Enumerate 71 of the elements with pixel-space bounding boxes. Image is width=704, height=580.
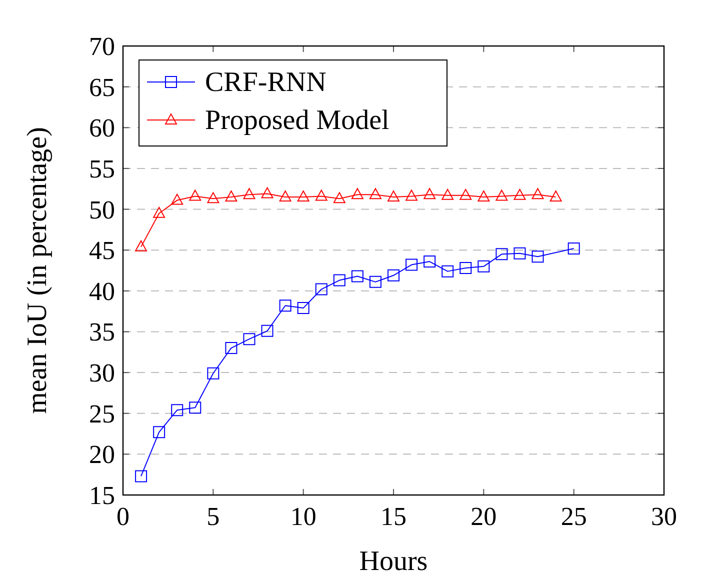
- point: [514, 188, 526, 200]
- point: [171, 194, 184, 205]
- point: [460, 262, 472, 274]
- point: [514, 247, 526, 260]
- point: [550, 190, 562, 202]
- point: [478, 190, 490, 202]
- point: [315, 190, 328, 201]
- point: [406, 258, 418, 271]
- point: [406, 190, 418, 201]
- point: [369, 188, 382, 200]
- x-tick-label: 10: [290, 502, 316, 531]
- point: [171, 404, 184, 416]
- point: [333, 192, 346, 204]
- y-tick-label: 50: [89, 195, 115, 224]
- y-tick-label: 70: [89, 32, 115, 61]
- point: [189, 190, 202, 201]
- x-tick-label: 5: [206, 502, 220, 531]
- point: [153, 426, 166, 438]
- y-tick-label: 40: [89, 276, 115, 306]
- y-axis-title: mean IoU (in percentage): [22, 127, 53, 414]
- point: [243, 333, 256, 346]
- point: [279, 190, 292, 202]
- x-tick-label: 30: [651, 502, 677, 531]
- point: [153, 206, 166, 218]
- point: [424, 256, 436, 268]
- point: [333, 274, 346, 286]
- point: [261, 187, 274, 198]
- legend-label: CRF-RNN: [205, 67, 326, 98]
- y-tick-label: 65: [89, 72, 115, 102]
- legend-label: Proposed Model: [205, 105, 390, 136]
- point: [225, 190, 238, 202]
- x-tick-label: 15: [380, 502, 406, 531]
- point: [261, 324, 274, 337]
- point: [207, 367, 220, 380]
- point: [189, 402, 202, 414]
- point: [315, 283, 328, 296]
- point: [225, 342, 238, 354]
- point: [496, 190, 508, 201]
- point: [297, 302, 310, 314]
- point: [496, 248, 508, 260]
- point: [532, 250, 544, 263]
- point: [297, 190, 310, 202]
- x-tick-label: 0: [116, 502, 130, 531]
- y-tick-label: 45: [89, 236, 115, 266]
- point: [351, 270, 364, 282]
- point: [279, 300, 292, 312]
- point: [369, 276, 382, 288]
- point: [442, 265, 454, 278]
- point: [460, 188, 472, 200]
- point: [207, 192, 220, 204]
- y-tick-label: 60: [89, 114, 115, 143]
- point: [351, 188, 364, 200]
- point: [532, 188, 544, 200]
- point: [424, 188, 436, 200]
- point: [135, 470, 148, 482]
- y-tick-label: 30: [89, 358, 115, 388]
- x-tick-label: 20: [470, 502, 497, 531]
- point: [243, 188, 256, 200]
- y-tick-label: 35: [89, 318, 115, 347]
- point: [388, 269, 400, 282]
- point: [478, 260, 490, 272]
- y-tick-label: 15: [89, 481, 115, 510]
- y-tick-label: 55: [89, 154, 115, 184]
- x-tick-label: 25: [560, 502, 587, 531]
- x-axis-title: Hours: [359, 546, 428, 577]
- point: [135, 240, 148, 252]
- y-tick-label: 20: [89, 440, 115, 470]
- point: [388, 190, 400, 202]
- point: [568, 242, 580, 254]
- point: [442, 188, 454, 200]
- y-tick-label: 25: [89, 399, 115, 428]
